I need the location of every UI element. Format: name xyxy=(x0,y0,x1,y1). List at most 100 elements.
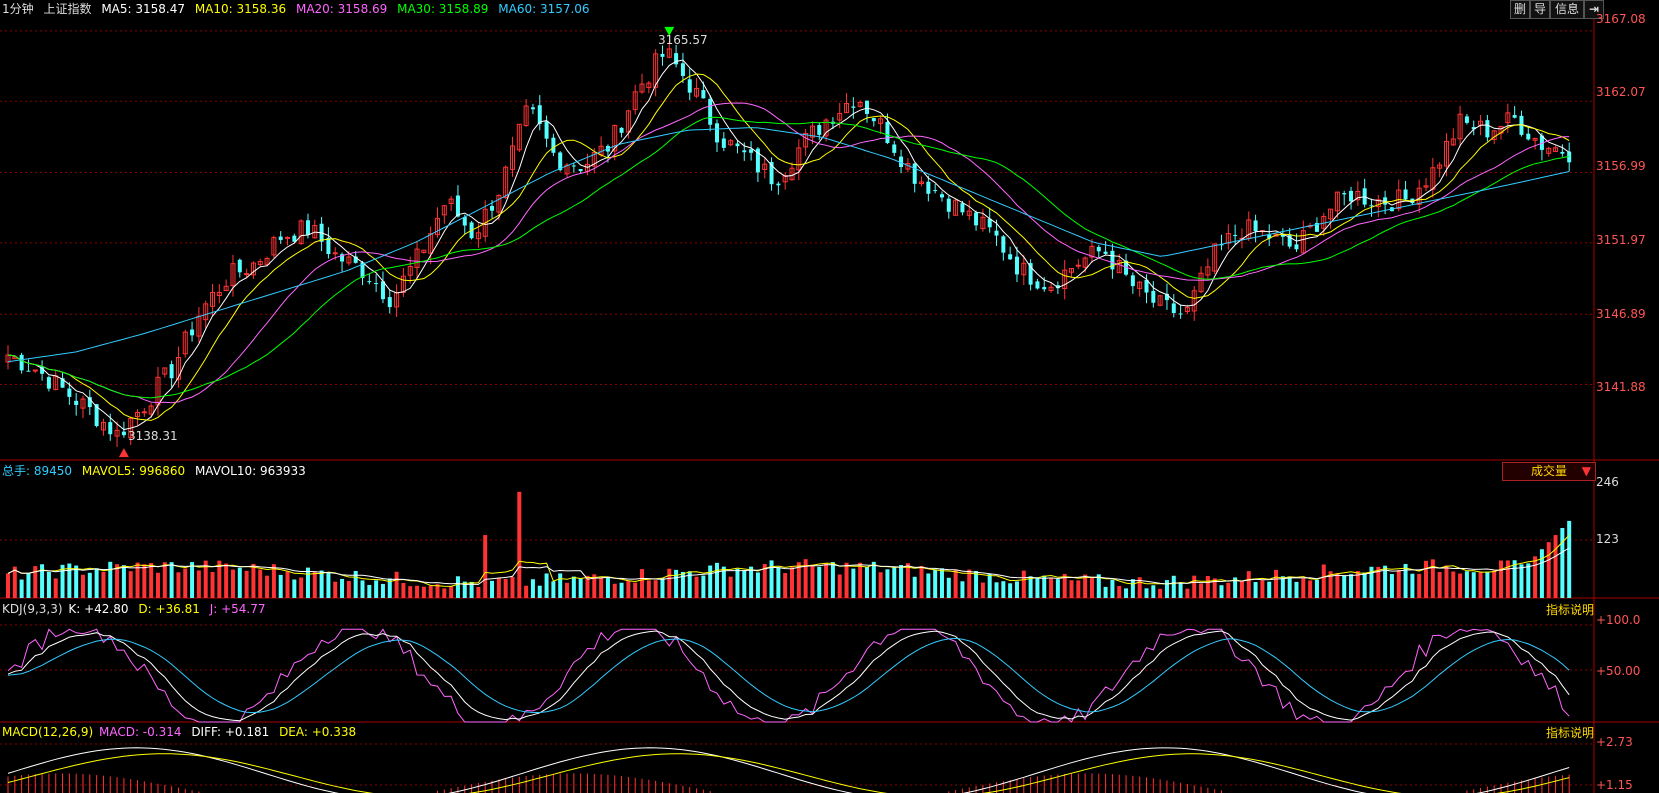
candle-up xyxy=(312,224,318,239)
volume-bar xyxy=(346,580,351,598)
candle-down xyxy=(1096,246,1101,252)
volume-bar xyxy=(326,572,331,598)
candle-down xyxy=(558,152,563,171)
volume-bar xyxy=(912,576,917,598)
period-label[interactable]: 1分钟 xyxy=(2,2,34,16)
volume-bar xyxy=(871,561,876,598)
volume-bar xyxy=(87,572,92,598)
candle-down xyxy=(994,230,999,236)
kdj-help-link[interactable]: 指标说明 xyxy=(1546,603,1595,617)
volume-bar xyxy=(121,565,126,598)
candle-up xyxy=(625,110,631,133)
volume-bar xyxy=(53,578,58,598)
volume-bar xyxy=(844,562,849,598)
candle-up xyxy=(414,248,420,268)
candle-down xyxy=(326,237,331,255)
volume-bar xyxy=(333,581,338,598)
candle-down xyxy=(1485,120,1490,138)
indicator-selector[interactable]: 成交量 ▼ xyxy=(1502,462,1596,481)
volume-bar xyxy=(1437,572,1442,598)
volume-bar xyxy=(1205,576,1210,598)
volume-bar xyxy=(278,574,283,598)
candle-up xyxy=(421,249,427,254)
candle-up xyxy=(441,205,447,216)
guide-button[interactable]: 导 xyxy=(1530,0,1550,19)
candle-down xyxy=(1014,256,1019,275)
volume-bar xyxy=(558,573,563,598)
volume-tick: 123 xyxy=(1596,532,1619,546)
candle-up xyxy=(646,82,652,89)
candle-down xyxy=(1219,244,1224,246)
volume-bar xyxy=(40,564,45,598)
exit-icon[interactable]: ⇥ xyxy=(1584,0,1604,19)
candle-down xyxy=(60,378,65,388)
volume-total: 总手: 89450 xyxy=(2,464,73,478)
macd-help-link[interactable]: 指标说明 xyxy=(1546,726,1595,740)
candle-up xyxy=(1553,147,1559,152)
delete-button[interactable]: 删 xyxy=(1510,0,1530,19)
volume-bar xyxy=(1533,556,1538,598)
candle-up xyxy=(919,181,925,185)
candle-down xyxy=(776,183,781,186)
volume-bar xyxy=(217,560,222,598)
volume-bar xyxy=(674,569,679,598)
kdj-tick: +100.0 xyxy=(1596,613,1641,627)
volume-bar xyxy=(12,566,17,598)
macd-dea: DEA: +0.338 xyxy=(279,725,357,739)
volume-bar xyxy=(790,567,794,598)
volume-bar xyxy=(1567,520,1572,598)
candle-down xyxy=(1294,244,1299,250)
info-button[interactable]: 信息 xyxy=(1550,0,1584,19)
candle-up xyxy=(653,53,659,88)
macd-title: MACD(12,26,9) xyxy=(2,725,94,739)
candle-down xyxy=(40,366,45,374)
volume-bar xyxy=(1055,579,1060,598)
volume-bar xyxy=(517,491,522,598)
volume-bar xyxy=(340,578,345,598)
mavol5-line xyxy=(7,534,1570,587)
candle-up xyxy=(285,236,291,239)
volume-bar xyxy=(1301,578,1306,598)
candle-down xyxy=(537,105,542,125)
candle-up xyxy=(837,112,843,121)
kdj-j-line xyxy=(7,628,1570,723)
volume-bar xyxy=(305,567,310,598)
volume-bar xyxy=(1512,560,1517,598)
candle-up xyxy=(400,275,406,293)
candle-down xyxy=(817,125,822,135)
volume-bar xyxy=(1021,570,1026,598)
volume-bar xyxy=(1042,575,1047,598)
ma60-line xyxy=(7,127,1570,363)
candle-down xyxy=(769,162,774,185)
volume-bar xyxy=(1035,577,1040,598)
high-annotation: 3165.57 xyxy=(658,33,708,47)
candle-down xyxy=(94,404,99,426)
price-tick: 3162.07 xyxy=(1596,85,1646,99)
candle-down xyxy=(674,53,679,65)
macd-header: MACD(12,26,9) MACD: -0.314 DIFF: +0.181 … xyxy=(2,723,362,741)
volume-bar xyxy=(1239,581,1244,598)
volume-bar xyxy=(742,570,747,598)
volume-bar xyxy=(1164,580,1169,598)
volume-bar xyxy=(824,563,829,598)
volume-bar xyxy=(599,578,604,598)
candle-up xyxy=(298,220,304,245)
candle-down xyxy=(1526,133,1531,140)
candle-up xyxy=(796,147,802,171)
volume-bar xyxy=(1110,579,1115,598)
volume-bar xyxy=(169,562,174,598)
candle-down xyxy=(1314,223,1319,232)
price-tick: 3146.89 xyxy=(1596,307,1646,321)
volume-header: 总手: 89450 MAVOL5: 996860 MAVOL10: 963933 xyxy=(2,462,312,480)
volume-bar xyxy=(749,566,754,598)
volume-bar xyxy=(619,582,624,598)
volume-bar xyxy=(810,564,815,598)
candle-up xyxy=(80,398,86,409)
volume-bar xyxy=(1308,580,1313,598)
volume-bar xyxy=(210,572,215,598)
volume-bar xyxy=(1124,588,1129,598)
candle-up xyxy=(1443,140,1449,167)
candle-down xyxy=(1042,287,1047,290)
volume-bar xyxy=(462,581,467,598)
